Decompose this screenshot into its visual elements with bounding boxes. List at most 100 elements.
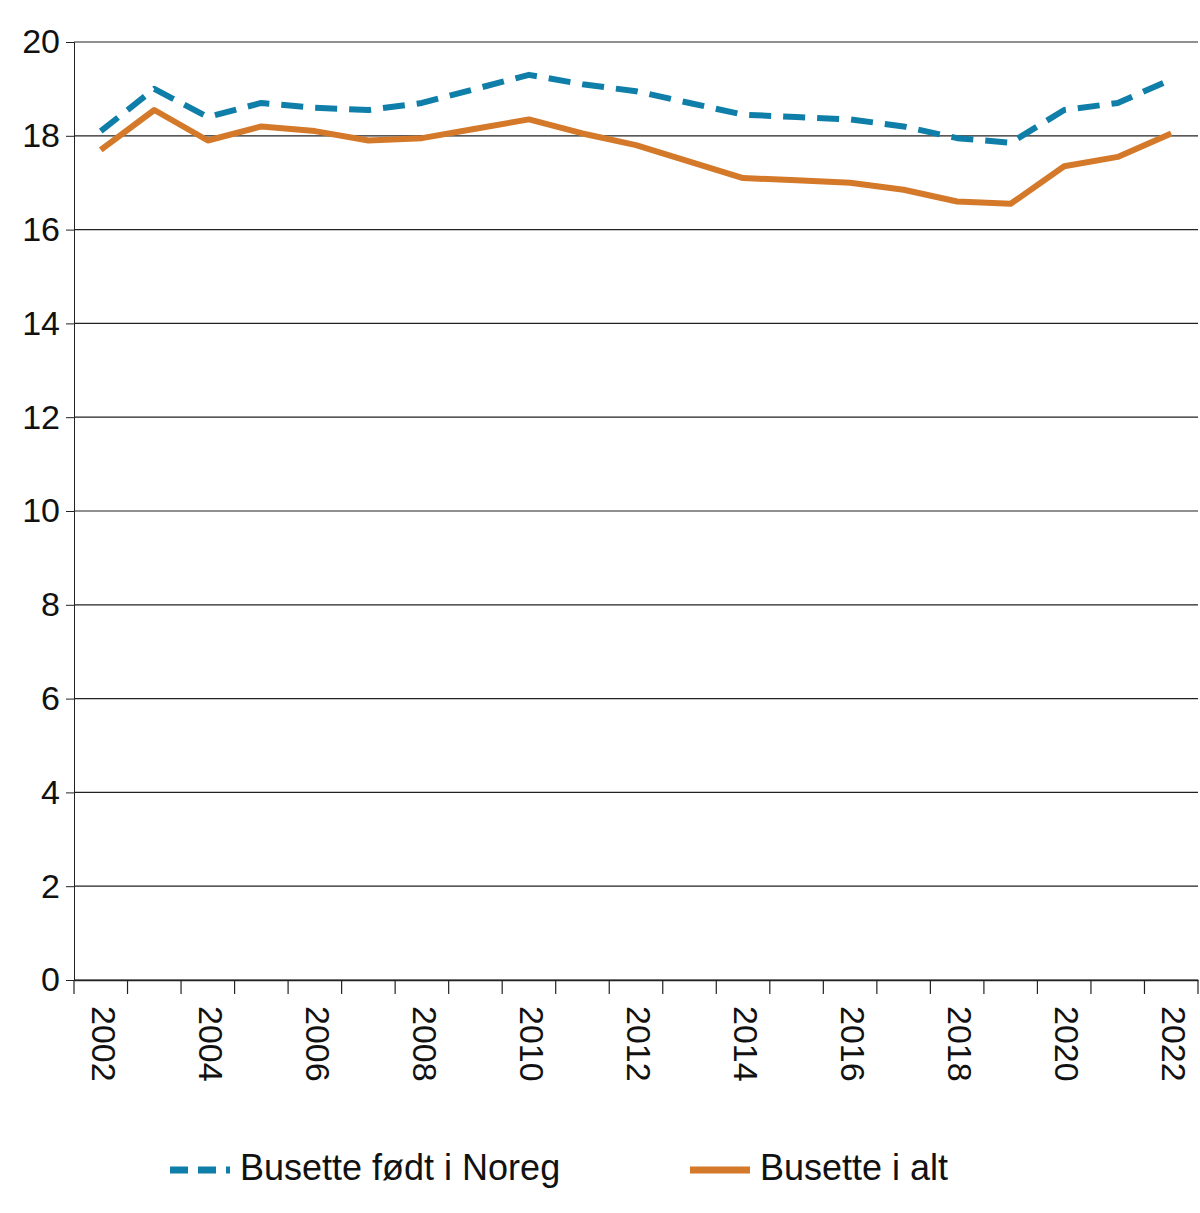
y-tick: 4 (41, 773, 74, 811)
x-tick: 2006 (299, 980, 337, 1082)
x-tick: 2008 (406, 980, 444, 1082)
x-tick: 2018 (941, 980, 979, 1082)
x-tick: 2012 (620, 980, 658, 1082)
x-tick: 2022 (1155, 980, 1193, 1082)
y-tick-mark (66, 136, 74, 137)
y-tick-mark (66, 699, 74, 700)
y-tick-mark (66, 42, 74, 43)
x-band-tick (127, 980, 128, 994)
x-band-tick (1090, 980, 1091, 994)
y-tick: 18 (22, 116, 74, 154)
series-line (101, 110, 1171, 204)
y-tick: 10 (22, 491, 74, 529)
x-band-tick (234, 980, 235, 994)
legend-swatch (170, 1167, 230, 1174)
y-tick-mark (66, 605, 74, 606)
x-band-tick (555, 980, 556, 994)
x-band-tick (769, 980, 770, 994)
x-band-ticks (74, 980, 1198, 994)
x-band-tick (609, 980, 610, 994)
y-tick-mark (66, 323, 74, 324)
lines (101, 75, 1171, 204)
x-band-tick (395, 980, 396, 994)
y-tick-mark (66, 417, 74, 418)
y-tick-label: 0 (41, 960, 60, 998)
legend-swatch (690, 1167, 750, 1174)
legend-item: Busette i alt (690, 1147, 948, 1188)
legend-label: Busette i alt (760, 1147, 948, 1188)
y-tick-label: 12 (22, 398, 60, 436)
grid-line (74, 323, 1198, 324)
chart: 0 2 4 6 8 10 12 14 16 18 20 2002 2004 2006 2008 2010 201… (0, 0, 1200, 1213)
x-tick: 2020 (1048, 980, 1086, 1082)
y-tick-label: 16 (22, 210, 60, 248)
y-tick-label: 14 (22, 304, 60, 342)
y-tick-mark (66, 980, 74, 981)
x-band-tick (1144, 980, 1145, 994)
legend-label: Busette født i Noreg (240, 1147, 560, 1188)
y-tick: 20 (22, 22, 74, 60)
x-tick: 2002 (85, 980, 123, 1082)
grid-line (74, 135, 1198, 136)
grid-line (74, 229, 1198, 230)
y-tick: 8 (41, 585, 74, 623)
y-tick: 16 (22, 210, 74, 248)
x-band-tick (1197, 980, 1198, 994)
x-tick-label: 2002 (85, 1006, 123, 1082)
grid-line (74, 41, 1198, 42)
y-tick: 12 (22, 398, 74, 436)
x-band-tick (983, 980, 984, 994)
x-band-tick (73, 980, 74, 994)
legend: Busette født i Noreg Busette i alt (170, 1147, 948, 1188)
x-band-tick (1037, 980, 1038, 994)
x-axis-line (75, 980, 1199, 982)
x-band-tick (823, 980, 824, 994)
x-tick-label: 2008 (406, 1006, 444, 1082)
x-band-tick (341, 980, 342, 994)
y-tick: 0 (41, 960, 74, 998)
x-tick-label: 2006 (299, 1006, 337, 1082)
x-band-tick (287, 980, 288, 994)
y-tick-mark (66, 792, 74, 793)
grid-line (74, 698, 1198, 699)
y-axis-line (66, 43, 75, 981)
grid-line (74, 604, 1198, 605)
x-band-tick (448, 980, 449, 994)
y-tick-mark (66, 886, 74, 887)
x-axis: 2002 2004 2006 2008 2010 2012 2014 2016 2018 2020… (75, 980, 1199, 1082)
y-tick-label: 10 (22, 491, 60, 529)
grid-line (74, 417, 1198, 418)
x-band-tick (180, 980, 181, 994)
y-tick-label: 8 (41, 585, 60, 623)
y-axis: 0 2 4 6 8 10 12 14 16 18 20 (22, 22, 74, 998)
y-tick-label: 20 (22, 22, 60, 60)
x-tick-label: 2004 (192, 1006, 230, 1082)
y-tick-label: 18 (22, 116, 60, 154)
y-tick-label: 4 (41, 773, 60, 811)
x-tick: 2014 (727, 980, 765, 1082)
x-tick-label: 2012 (620, 1006, 658, 1082)
y-tick-mark (66, 511, 74, 512)
x-tick-label: 2020 (1048, 1006, 1086, 1082)
x-band-tick (662, 980, 663, 994)
x-tick-label: 2018 (941, 1006, 979, 1082)
x-band-tick (876, 980, 877, 994)
grid (74, 42, 1198, 980)
grid-line (74, 886, 1198, 887)
y-tick: 6 (41, 679, 74, 717)
x-band-tick (502, 980, 503, 994)
x-tick: 2016 (834, 980, 872, 1082)
x-band-tick (930, 980, 931, 994)
legend-item: Busette født i Noreg (170, 1147, 560, 1188)
y-tick: 14 (22, 304, 74, 342)
series-line (101, 75, 1171, 143)
y-tick-label: 6 (41, 679, 60, 717)
x-tick-label: 2014 (727, 1006, 765, 1082)
y-tick-mark (66, 230, 74, 231)
grid-line (74, 979, 1198, 980)
x-tick: 2010 (513, 980, 551, 1082)
grid-line (74, 510, 1198, 511)
x-tick-label: 2016 (834, 1006, 872, 1082)
y-tick: 2 (41, 867, 74, 905)
grid-line (74, 792, 1198, 793)
